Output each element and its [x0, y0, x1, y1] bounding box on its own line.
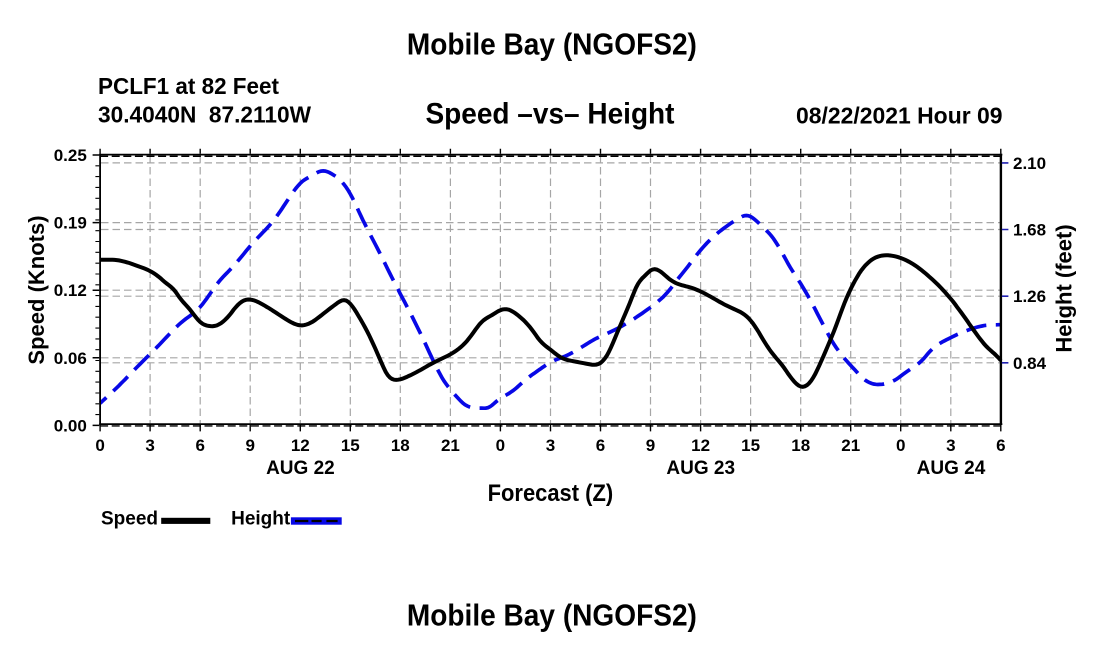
svg-text:12: 12	[291, 436, 310, 455]
svg-text:6: 6	[195, 436, 204, 455]
svg-text:21: 21	[441, 436, 460, 455]
svg-text:Height: Height	[231, 509, 291, 530]
svg-text:1.26: 1.26	[1013, 287, 1046, 306]
svg-text:Speed –vs– Height: Speed –vs– Height	[426, 98, 675, 131]
svg-text:AUG 22: AUG 22	[266, 458, 335, 479]
svg-text:0.25: 0.25	[54, 146, 87, 165]
svg-text:6: 6	[996, 436, 1005, 455]
svg-text:21: 21	[841, 436, 860, 455]
svg-text:15: 15	[741, 436, 760, 455]
svg-text:0: 0	[496, 436, 505, 455]
svg-text:AUG 24: AUG 24	[917, 458, 986, 479]
svg-text:Mobile Bay (NGOFS2): Mobile Bay (NGOFS2)	[407, 599, 697, 633]
svg-text:0.19: 0.19	[54, 214, 87, 233]
svg-text:15: 15	[341, 436, 360, 455]
svg-text:3: 3	[546, 436, 555, 455]
svg-text:Mobile Bay (NGOFS2): Mobile Bay (NGOFS2)	[407, 28, 697, 62]
svg-text:3: 3	[946, 436, 955, 455]
svg-text:Forecast (Z): Forecast (Z)	[488, 480, 614, 507]
svg-text:18: 18	[791, 436, 810, 455]
svg-text:PCLF1 at 82 Feet: PCLF1 at 82 Feet	[98, 73, 279, 99]
svg-text:Speed: Speed	[101, 509, 158, 530]
svg-text:9: 9	[646, 436, 655, 455]
svg-text:3: 3	[145, 436, 154, 455]
svg-text:12: 12	[691, 436, 710, 455]
svg-text:0.84: 0.84	[1013, 354, 1047, 373]
svg-text:0.06: 0.06	[54, 349, 87, 368]
svg-text:08/22/2021 Hour 09: 08/22/2021 Hour 09	[796, 102, 1003, 128]
svg-text:0: 0	[896, 436, 905, 455]
svg-text:2.10: 2.10	[1013, 154, 1046, 173]
svg-text:0.12: 0.12	[54, 281, 87, 300]
svg-text:0: 0	[95, 436, 104, 455]
svg-text:6: 6	[596, 436, 605, 455]
svg-text:Height (feet): Height (feet)	[1052, 224, 1077, 352]
svg-text:30.4040N 87.2110W: 30.4040N 87.2110W	[98, 102, 311, 128]
svg-text:9: 9	[245, 436, 254, 455]
svg-text:Speed (Knots): Speed (Knots)	[24, 215, 49, 364]
svg-text:AUG 23: AUG 23	[666, 458, 735, 479]
svg-text:0.00: 0.00	[54, 416, 87, 435]
svg-text:1.68: 1.68	[1013, 221, 1046, 240]
svg-text:18: 18	[391, 436, 410, 455]
